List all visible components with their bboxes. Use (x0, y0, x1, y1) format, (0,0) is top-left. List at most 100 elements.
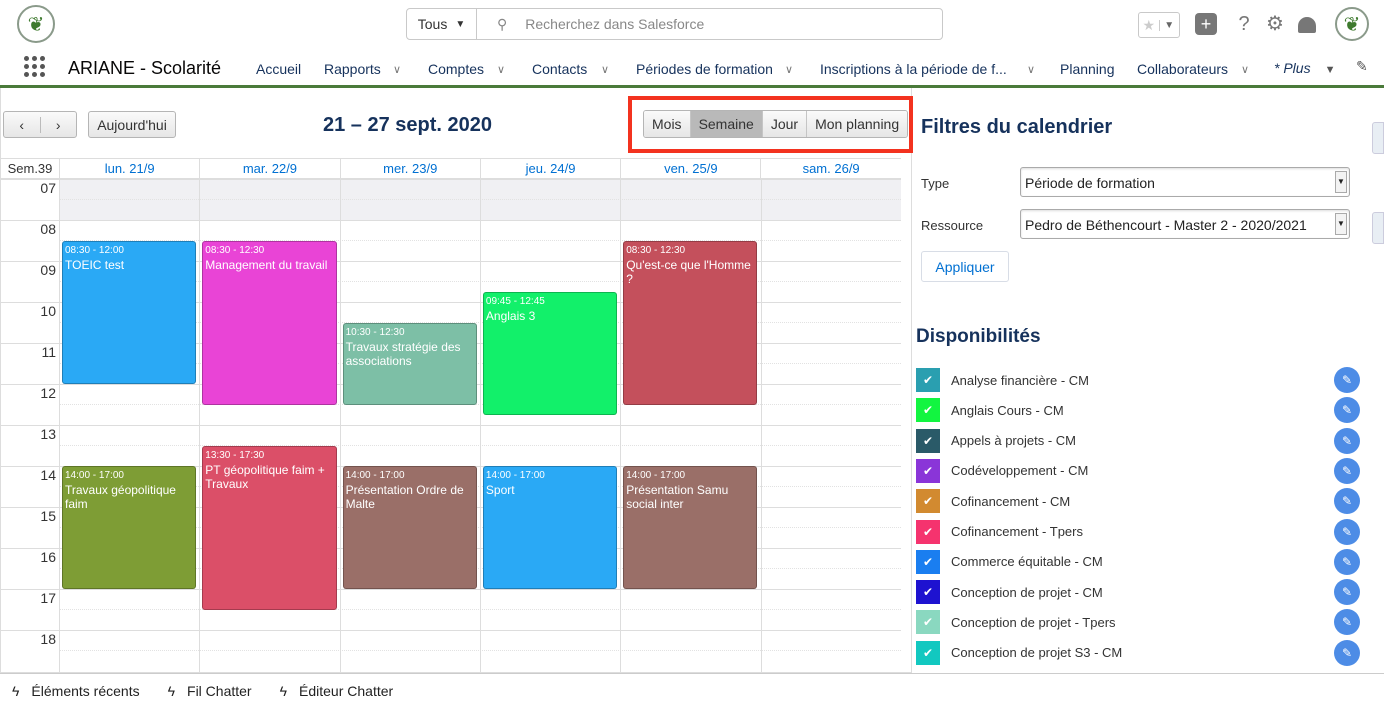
hour-label: 12 (40, 385, 56, 401)
calendar-edit-icon[interactable]: ✎ (1334, 609, 1360, 636)
nav-item[interactable]: Planning (1060, 60, 1120, 78)
calendar-edit-icon[interactable]: ✎ (1334, 639, 1360, 666)
calendar-edit-icon[interactable]: ✎ (1334, 397, 1360, 424)
app-launcher-icon[interactable] (24, 56, 46, 78)
availability-checkbox[interactable]: ✔ (916, 458, 940, 483)
availability-label: Codéveloppement - CM (951, 463, 1089, 479)
view-mon-planning-button[interactable]: Mon planning (806, 111, 908, 137)
calendar-event[interactable]: 10:30 - 12:30 Travaux stratégie des assoc… (342, 322, 477, 405)
nav-item[interactable]: Contacts ∨ (532, 60, 612, 78)
nav-item-label: Contacts (532, 61, 588, 77)
bolt-icon: ϟ (279, 682, 288, 699)
today-button[interactable]: Aujourd'hui (88, 111, 176, 138)
resource-select[interactable]: Pedro de Béthencourt - Master 2 - 2020/2… (1020, 209, 1350, 239)
panel-toggle-tab[interactable] (1372, 122, 1384, 154)
nav-item[interactable]: Rapports ∨ (324, 60, 404, 78)
day-header[interactable]: ven. 25/9 (620, 159, 760, 178)
availability-checkbox[interactable]: ✔ (916, 368, 940, 392)
org-logo[interactable]: ❦ (17, 5, 55, 43)
calendar-event[interactable]: 08:30 - 12:30 Qu'est-ce que l'Homme ? (623, 240, 758, 405)
help-icon[interactable]: ? (1238, 13, 1250, 35)
calendar-event[interactable]: 14:00 - 17:00 Présentation Samu social in… (623, 466, 758, 589)
global-search[interactable]: Tous ▼ ⚲ Recherchez dans Salesforce (406, 8, 943, 40)
day-header[interactable]: mar. 22/9 (199, 159, 339, 178)
availability-checkbox[interactable]: ✔ (916, 398, 940, 423)
day-header[interactable]: lun. 21/9 (59, 159, 199, 178)
availability-checkbox[interactable]: ✔ (916, 489, 940, 514)
type-select[interactable]: Période de formation ▼ (1020, 167, 1350, 197)
calendar-event[interactable]: 14:00 - 17:00 Travaux géopolitique faim (62, 466, 197, 589)
nav-item[interactable]: Inscriptions à la période de f... ∨ (820, 60, 1038, 78)
gear-icon[interactable]: ⚙ (1266, 13, 1284, 35)
prev-week-button[interactable]: ‹ (4, 116, 41, 133)
chevron-down-icon[interactable]: ∨ (784, 63, 794, 76)
nav-item[interactable]: Comptes ∨ (428, 60, 508, 78)
calendar-edit-icon[interactable]: ✎ (1334, 367, 1360, 393)
availability-label: Appels à projets - CM (951, 433, 1076, 449)
view-mois-button[interactable]: Mois (644, 111, 690, 137)
chevron-down-icon[interactable]: ∨ (496, 63, 506, 76)
bell-icon[interactable] (1298, 17, 1316, 33)
search-input[interactable]: Recherchez dans Salesforce (525, 15, 705, 32)
calendar-event[interactable]: 09:45 - 12:45 Anglais 3 (482, 291, 618, 415)
availability-checkbox[interactable]: ✔ (916, 610, 940, 635)
calendar-edit-icon[interactable]: ✎ (1334, 548, 1360, 575)
day-header[interactable]: jeu. 24/9 (479, 159, 620, 178)
event-time: 14:00 - 17:00 (345, 470, 405, 481)
day-header[interactable]: mer. 23/9 (339, 159, 480, 178)
search-scope-select[interactable]: Tous ▼ (407, 9, 477, 39)
utility-item[interactable]: ϟ Fil Chatter (168, 683, 252, 699)
avatar[interactable]: ❦ (1335, 7, 1369, 41)
nav-item[interactable]: Accueil (256, 60, 306, 78)
nav-item-label: Périodes de formation (636, 61, 773, 77)
calendar-edit-icon[interactable]: ✎ (1334, 488, 1360, 515)
calendar-event[interactable]: 14:00 - 17:00 Présentation Ordre de Malte (342, 466, 477, 589)
calendar-edit-icon[interactable]: ✎ (1334, 579, 1360, 606)
add-icon[interactable]: + (1195, 13, 1217, 35)
apply-button[interactable]: Appliquer (921, 251, 1009, 282)
view-semaine-button[interactable]: Semaine (689, 111, 762, 137)
next-week-button[interactable]: › (55, 116, 61, 133)
nav-item[interactable]: Périodes de formation ∨ (636, 60, 796, 78)
view-jour-button[interactable]: Jour (761, 111, 807, 137)
availability-checkbox[interactable]: ✔ (916, 580, 940, 605)
hour-line (1, 261, 901, 262)
availability-checkbox[interactable]: ✔ (916, 428, 940, 453)
calendar-event[interactable]: 08:30 - 12:30 Management du travail (202, 240, 337, 405)
chevron-down-icon[interactable]: ∨ (600, 63, 610, 76)
nav-item[interactable]: Collaborateurs ∨ (1137, 60, 1252, 78)
utility-item[interactable]: ϟ Éléments récents (12, 683, 140, 699)
event-time: 14:00 - 17:00 (626, 470, 686, 481)
day-header[interactable]: sam. 26/9 (760, 159, 900, 178)
availability-item: ✔ Analyse financière - CM ✎ (916, 365, 1360, 395)
calendar-edit-icon[interactable]: ✎ (1334, 427, 1360, 454)
nav-item-label: Planning (1060, 61, 1115, 77)
day-column-line (620, 179, 622, 673)
availability-checkbox[interactable]: ✔ (916, 549, 940, 574)
type-label: Type (921, 176, 950, 191)
edit-nav-icon[interactable]: ✎ (1356, 58, 1368, 74)
event-time: 10:30 - 12:30 (345, 326, 405, 338)
favorites-button[interactable]: ★ ▼ (1138, 12, 1180, 38)
hour-line (1, 630, 901, 631)
calendar-event[interactable]: 13:30 - 17:30 PT géopolitique faim + Trav… (202, 445, 337, 610)
calendar-event[interactable]: 08:30 - 12:00 TOEIC test (62, 240, 197, 384)
utility-item[interactable]: ϟ Éditeur Chatter (280, 683, 394, 699)
availability-item: ✔ Anglais Cours - CM ✎ (916, 395, 1360, 425)
calendar-edit-icon[interactable]: ✎ (1334, 457, 1360, 484)
availability-checkbox[interactable]: ✔ (916, 640, 940, 665)
availability-label: Conception de projet - Tpers (951, 614, 1116, 630)
event-time: 14:00 - 17:00 (485, 470, 545, 481)
chevron-down-icon[interactable]: ∨ (392, 63, 402, 76)
chevron-down-icon[interactable]: ∨ (1240, 63, 1250, 76)
availability-item: ✔ Conception de projet - Tpers ✎ (916, 607, 1360, 637)
availability-checkbox[interactable]: ✔ (916, 519, 940, 544)
chevron-down-icon[interactable]: ∨ (1026, 63, 1036, 76)
bolt-icon: ϟ (12, 682, 20, 699)
panel-toggle-tab[interactable] (1372, 212, 1384, 244)
nav-more-button[interactable]: * Plus ▼ (1274, 60, 1336, 76)
caret-down-icon: ▼ (1158, 19, 1180, 31)
calendar-event[interactable]: 14:00 - 17:00 Sport (482, 466, 618, 589)
day-column-line (59, 179, 60, 673)
calendar-edit-icon[interactable]: ✎ (1334, 518, 1360, 545)
